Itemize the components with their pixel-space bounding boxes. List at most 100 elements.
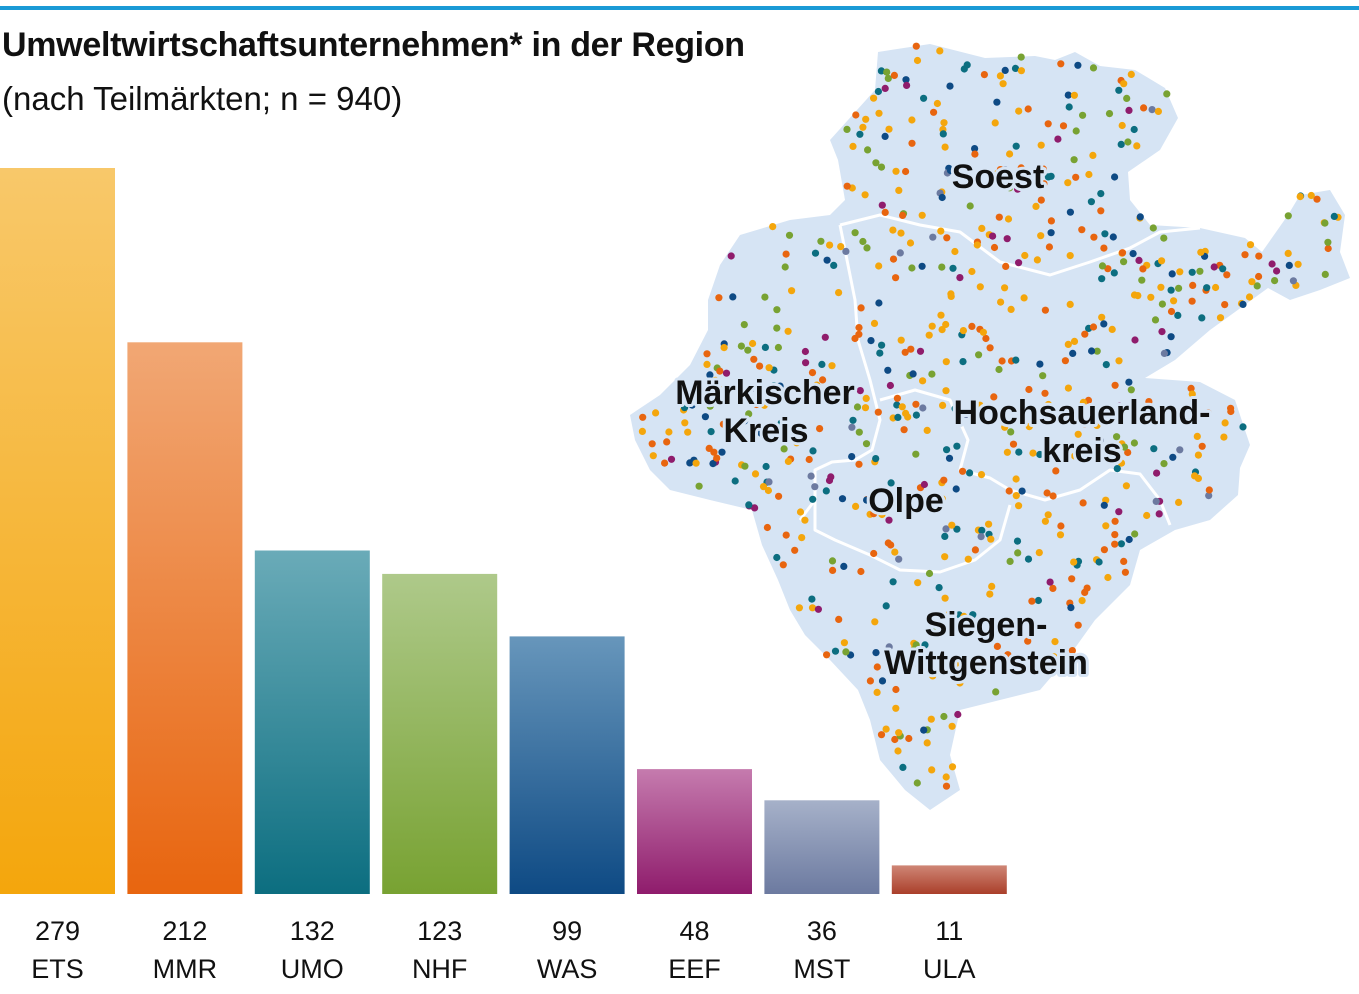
company-dot xyxy=(1152,497,1160,505)
company-dot xyxy=(788,287,796,295)
company-dot xyxy=(897,229,905,237)
company-dot xyxy=(903,81,911,89)
company-dot xyxy=(966,469,974,477)
bar-category-mst: MST xyxy=(793,954,850,984)
company-dot xyxy=(760,401,769,409)
company-dot xyxy=(1074,430,1082,438)
company-dot xyxy=(1079,398,1087,406)
company-dot xyxy=(878,201,886,209)
company-dot xyxy=(851,229,859,237)
company-dot xyxy=(920,94,928,102)
company-dot xyxy=(1120,557,1128,566)
district-label-maerkischer-kreis-line2: Kreis xyxy=(723,412,808,450)
company-dot xyxy=(930,628,938,636)
company-dot xyxy=(1193,432,1201,440)
bar-umo xyxy=(254,550,370,894)
company-dot xyxy=(762,462,770,471)
company-dot xyxy=(1113,433,1121,441)
company-dot xyxy=(1045,243,1053,251)
company-dot xyxy=(951,247,959,256)
company-dot xyxy=(940,712,948,721)
company-dot xyxy=(851,334,859,343)
company-dot xyxy=(1009,440,1018,448)
company-dot xyxy=(1158,328,1166,336)
company-dot xyxy=(1013,537,1022,545)
company-dot xyxy=(808,595,816,603)
company-dot xyxy=(1109,233,1117,241)
company-dot xyxy=(639,413,647,421)
company-dot xyxy=(1043,654,1051,662)
company-dot xyxy=(1220,433,1228,441)
company-dot xyxy=(949,264,957,272)
company-dot xyxy=(769,223,777,231)
company-dot xyxy=(872,649,880,657)
district-label-siegen-wittgenstein-line1: Siegen- xyxy=(925,606,1048,644)
company-dot xyxy=(1040,180,1048,188)
company-dot xyxy=(902,409,910,417)
company-dot xyxy=(1239,423,1247,431)
company-dot xyxy=(873,663,881,671)
company-dot xyxy=(1167,333,1175,341)
company-dot xyxy=(930,108,938,116)
company-dot xyxy=(942,320,950,329)
company-dots xyxy=(638,42,1342,790)
company-dot xyxy=(1289,277,1297,285)
company-dot xyxy=(870,549,878,558)
company-dot xyxy=(780,445,788,453)
company-dot xyxy=(1072,127,1080,135)
company-dot xyxy=(1052,467,1060,475)
company-dot xyxy=(1205,492,1213,500)
company-dot xyxy=(1074,621,1082,629)
district-label-soest: Soest xyxy=(952,158,1045,196)
region-map: Soest Märkischer Kreis Hochsauerland- kr… xyxy=(630,42,1350,810)
company-dot xyxy=(818,360,826,368)
company-dot xyxy=(1174,311,1182,319)
company-dot xyxy=(884,366,892,374)
company-dot xyxy=(1145,398,1153,406)
company-dot xyxy=(1153,469,1161,477)
company-dot xyxy=(1111,531,1119,539)
company-dot xyxy=(691,388,699,396)
company-dot xyxy=(1087,198,1095,206)
company-dot xyxy=(857,567,865,576)
company-dot xyxy=(1105,110,1114,118)
company-dot xyxy=(902,167,910,176)
company-dot xyxy=(1285,261,1293,269)
company-dot xyxy=(1006,557,1014,566)
company-dot xyxy=(828,362,836,370)
company-dot xyxy=(987,535,995,543)
bar-category-ula: ULA xyxy=(923,954,976,984)
bar-category-ets: ETS xyxy=(31,954,84,984)
company-dot xyxy=(805,455,813,464)
bar-eef xyxy=(637,769,752,894)
company-dot xyxy=(959,673,967,681)
company-dot xyxy=(856,387,864,395)
company-dot xyxy=(1151,316,1160,324)
company-dot xyxy=(1131,336,1139,344)
company-dot xyxy=(881,84,889,92)
company-dot xyxy=(1047,229,1055,237)
company-dot xyxy=(1136,213,1144,221)
company-dot xyxy=(1007,305,1015,313)
company-dot xyxy=(1101,230,1109,238)
company-dot xyxy=(878,510,886,519)
company-dot xyxy=(892,704,900,712)
company-dot xyxy=(1068,575,1076,583)
company-dot xyxy=(952,659,960,667)
company-dot xyxy=(899,211,907,219)
company-dot xyxy=(1313,195,1321,203)
company-dot xyxy=(875,299,883,307)
company-dot xyxy=(864,146,872,154)
company-dot xyxy=(1003,235,1011,243)
company-dot xyxy=(808,369,817,377)
bar-value-ets: 279 xyxy=(35,916,80,946)
company-dot xyxy=(870,319,879,327)
company-dot xyxy=(875,109,883,117)
company-dot xyxy=(862,394,870,402)
company-dot xyxy=(999,80,1007,88)
company-dot xyxy=(1143,511,1151,520)
company-dot xyxy=(784,327,792,335)
company-dot xyxy=(978,224,986,232)
company-dot xyxy=(896,249,904,257)
chart-subtitle: (nach Teilmärkten; n = 940) xyxy=(2,80,403,117)
